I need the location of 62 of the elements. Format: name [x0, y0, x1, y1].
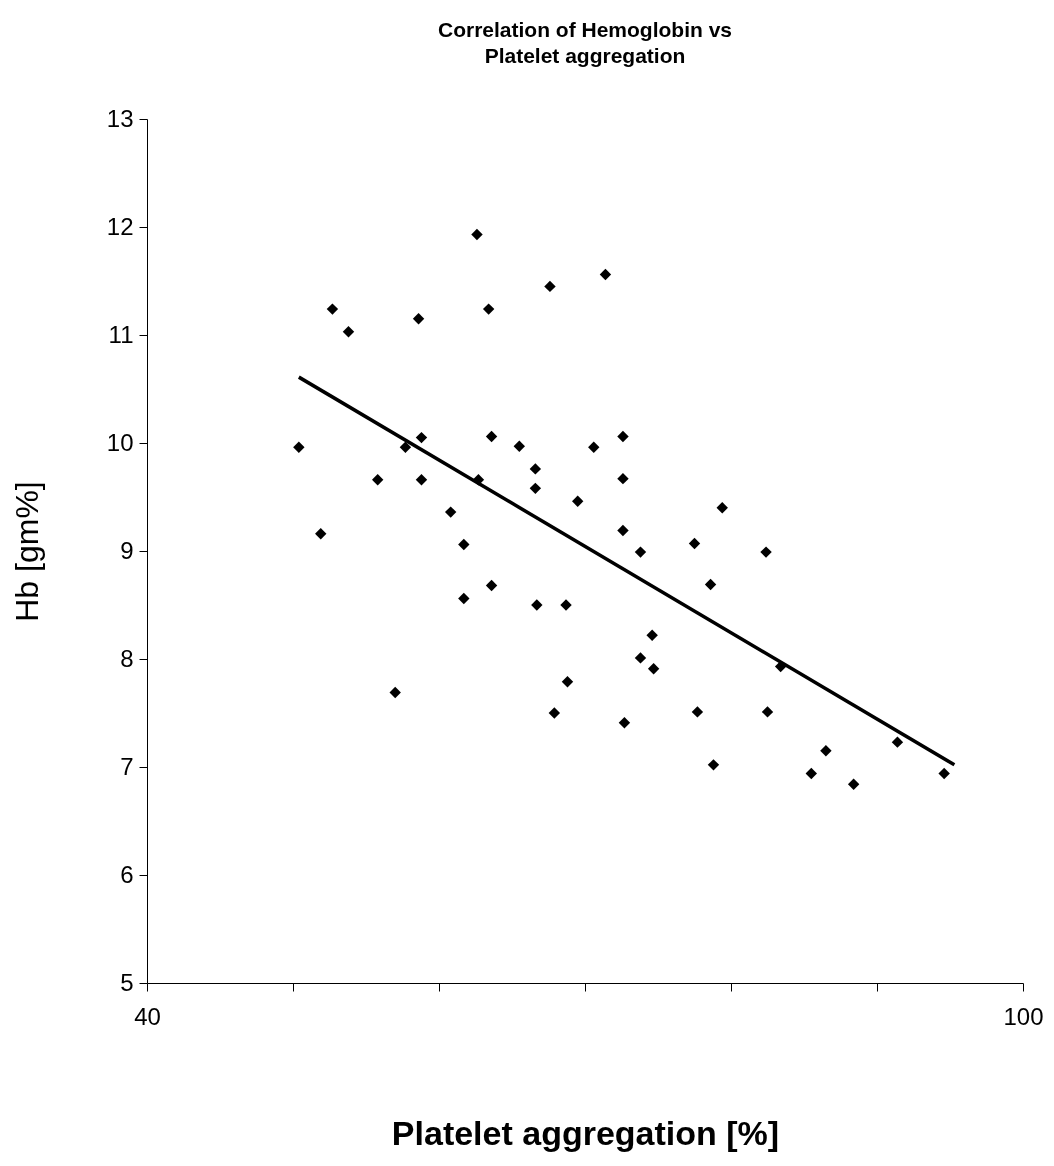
point	[572, 495, 584, 508]
point	[588, 441, 600, 454]
point	[415, 431, 428, 444]
point	[805, 767, 817, 780]
point	[617, 430, 629, 443]
x-tick-label: 40	[134, 1002, 161, 1030]
y-tick-label: 8	[120, 644, 134, 672]
x-axis-title: Platelet aggregation [%]	[391, 1113, 780, 1152]
point	[485, 579, 498, 592]
point	[529, 482, 542, 495]
point	[458, 592, 470, 605]
point	[513, 440, 525, 452]
y-tick-label: 7	[120, 752, 134, 780]
point	[634, 546, 647, 558]
point	[415, 474, 428, 486]
point	[371, 474, 384, 486]
point	[646, 629, 658, 641]
chart-title: Correlation of Hemoglobin vs Platelet aggregation	[437, 18, 733, 67]
point	[938, 767, 950, 780]
point	[531, 599, 543, 611]
point	[691, 706, 704, 718]
point	[315, 528, 327, 540]
point	[704, 578, 717, 591]
point	[647, 663, 660, 675]
y-tick-label: 9	[120, 536, 134, 564]
point	[482, 303, 495, 315]
point	[760, 546, 772, 558]
point	[617, 472, 629, 485]
point	[389, 686, 401, 699]
x-tick-label: 100	[1003, 1002, 1044, 1030]
point	[458, 538, 470, 551]
point	[342, 326, 355, 338]
y-tick-label: 13	[106, 104, 134, 132]
y-tick-label: 11	[108, 320, 134, 348]
point	[707, 759, 720, 771]
point	[847, 778, 860, 790]
y-tick-label: 12	[106, 212, 134, 240]
point	[761, 706, 774, 718]
point	[891, 736, 904, 748]
point	[560, 599, 572, 611]
point	[618, 717, 631, 729]
y-axis-title: Hb [gm%]	[8, 481, 45, 622]
point	[820, 745, 832, 757]
point	[485, 430, 498, 443]
point	[561, 675, 574, 688]
point	[293, 441, 305, 454]
point	[412, 313, 425, 325]
point	[634, 652, 647, 664]
point	[326, 303, 339, 315]
y-tick-label: 6	[120, 860, 134, 888]
point	[444, 506, 457, 518]
point	[617, 524, 629, 537]
point	[544, 280, 556, 293]
point	[529, 463, 542, 475]
point	[399, 441, 412, 454]
point	[599, 268, 612, 281]
point	[688, 537, 701, 550]
point	[471, 228, 483, 241]
point	[548, 707, 561, 719]
point	[716, 502, 728, 514]
y-tick-label: 5	[120, 968, 134, 996]
y-tick-label: 10	[106, 428, 134, 456]
